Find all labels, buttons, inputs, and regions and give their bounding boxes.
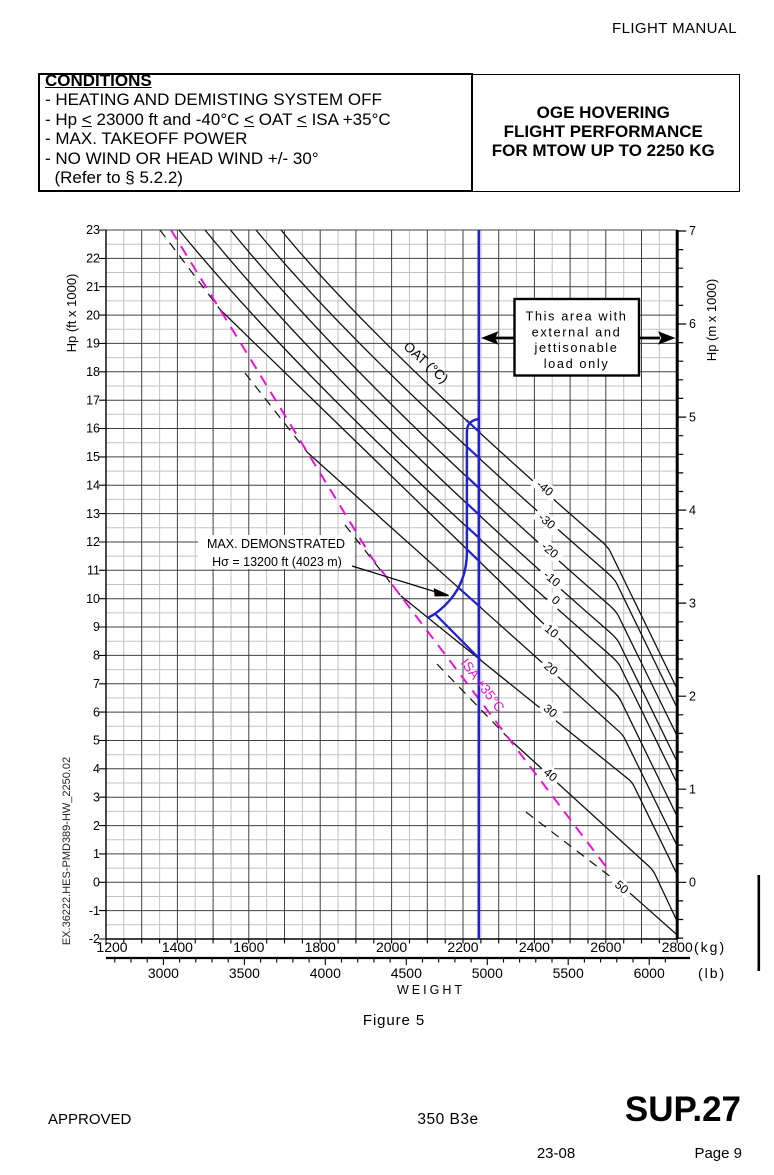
svg-text:4: 4 — [689, 503, 696, 517]
svg-text:2000: 2000 — [376, 939, 407, 955]
svg-text:3: 3 — [93, 790, 100, 804]
svg-text:Hσ = 13200 ft (4023 m): Hσ = 13200 ft (4023 m) — [212, 555, 342, 569]
svg-text:18: 18 — [86, 365, 100, 379]
svg-text:10: 10 — [86, 592, 100, 606]
svg-text:2: 2 — [689, 689, 696, 703]
svg-text:9: 9 — [93, 620, 100, 634]
svg-text:load only: load only — [544, 356, 610, 371]
svg-text:6000: 6000 — [634, 965, 665, 981]
svg-text:EX.36222.HES-PMD389-HW_2250.02: EX.36222.HES-PMD389-HW_2250.02 — [61, 757, 73, 945]
svg-text:5000: 5000 — [472, 965, 503, 981]
svg-text:-1: -1 — [89, 904, 100, 918]
svg-text:1: 1 — [689, 782, 696, 796]
svg-text:jettisonable: jettisonable — [534, 340, 619, 355]
svg-text:3500: 3500 — [229, 965, 260, 981]
svg-text:1800: 1800 — [305, 939, 336, 955]
svg-text:1400: 1400 — [162, 939, 193, 955]
svg-text:13: 13 — [86, 507, 100, 521]
svg-text:2600: 2600 — [590, 939, 621, 955]
svg-text:11: 11 — [87, 564, 100, 578]
svg-text:2400: 2400 — [519, 939, 550, 955]
svg-text:(kg): (kg) — [694, 939, 726, 955]
svg-text:1: 1 — [93, 847, 100, 861]
svg-text:350 B3e: 350 B3e — [417, 1111, 478, 1128]
svg-text:This area with: This area with — [525, 309, 627, 324]
svg-text:5: 5 — [689, 410, 696, 424]
svg-text:0: 0 — [689, 876, 696, 890]
svg-text:SUP.27: SUP.27 — [625, 1090, 741, 1129]
svg-text:Hp (ft x 1000): Hp (ft x 1000) — [64, 274, 79, 353]
svg-text:22: 22 — [86, 252, 100, 266]
svg-text:2: 2 — [93, 819, 100, 833]
svg-text:0: 0 — [93, 876, 100, 890]
svg-text:3: 3 — [689, 596, 696, 610]
svg-text:2800: 2800 — [662, 939, 693, 955]
svg-text:15: 15 — [86, 450, 100, 464]
svg-text:23: 23 — [86, 223, 100, 237]
svg-text:Hp (m x 1000): Hp (m x 1000) — [704, 279, 719, 361]
svg-text:7: 7 — [689, 224, 696, 238]
svg-text:APPROVED: APPROVED — [48, 1111, 132, 1128]
svg-text:21: 21 — [86, 280, 100, 294]
svg-text:19: 19 — [86, 337, 100, 351]
svg-text:WEIGHT: WEIGHT — [397, 983, 465, 997]
svg-text:-2: -2 — [89, 932, 100, 946]
svg-text:6: 6 — [689, 317, 696, 331]
svg-text:ISA +35°C: ISA +35°C — [458, 656, 508, 715]
svg-text:(lb): (lb) — [698, 965, 726, 981]
svg-text:20: 20 — [86, 308, 100, 322]
svg-text:1200: 1200 — [96, 939, 127, 955]
svg-text:MAX. DEMONSTRATED: MAX. DEMONSTRATED — [207, 537, 345, 551]
svg-text:5500: 5500 — [553, 965, 584, 981]
svg-text:Page 9: Page 9 — [694, 1145, 742, 1162]
svg-text:4000: 4000 — [310, 965, 341, 981]
svg-text:7: 7 — [93, 677, 100, 691]
svg-text:17: 17 — [86, 393, 100, 407]
svg-text:14: 14 — [86, 478, 100, 492]
svg-text:2200: 2200 — [447, 939, 478, 955]
svg-text:16: 16 — [86, 422, 100, 436]
svg-text:OAT (°C): OAT (°C) — [401, 339, 451, 387]
svg-text:6: 6 — [93, 705, 100, 719]
svg-text:4500: 4500 — [391, 965, 422, 981]
svg-text:5: 5 — [93, 734, 100, 748]
svg-text:23-08: 23-08 — [537, 1145, 575, 1162]
svg-text:Figure 5: Figure 5 — [363, 1012, 425, 1029]
svg-text:3000: 3000 — [148, 965, 179, 981]
svg-text:12: 12 — [86, 535, 100, 549]
svg-text:1600: 1600 — [233, 939, 264, 955]
svg-text:external and: external and — [532, 324, 622, 339]
svg-text:8: 8 — [93, 649, 100, 663]
svg-text:4: 4 — [93, 762, 100, 776]
